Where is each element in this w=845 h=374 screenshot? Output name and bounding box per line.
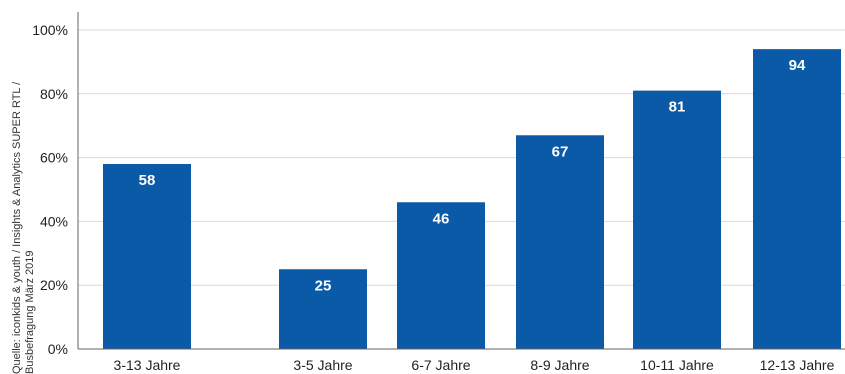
x-tick-label: 10-11 Jahre [640, 357, 714, 373]
bar-value-label: 25 [315, 277, 332, 294]
x-tick-label: 3-13 Jahre [114, 357, 181, 373]
source-line-1: Quelle: iconkids & youth / Insights & An… [11, 81, 23, 374]
bars: 58 25 46 67 81 94 [103, 49, 841, 350]
bar-value-label: 67 [552, 143, 569, 160]
x-tick-label: 3-5 Jahre [293, 357, 352, 373]
bar-value-label: 58 [139, 172, 156, 189]
y-tick-label: 0% [48, 341, 68, 357]
x-tick-label: 6-7 Jahre [411, 357, 470, 373]
source-line-2: Busbefragung März 2019 [24, 250, 36, 374]
x-tick-label: 12-13 Jahre [760, 357, 835, 373]
y-axis-tick-labels: 0% 20% 40% 60% 80% 100% [32, 22, 68, 357]
bar-value-label: 46 [433, 210, 450, 227]
bar [753, 49, 841, 349]
y-tick-label: 40% [40, 213, 68, 229]
y-tick-label: 20% [40, 277, 68, 293]
y-tick-label: 60% [40, 150, 68, 166]
bar [103, 163, 191, 349]
bar [397, 202, 485, 349]
y-tick-label: 100% [32, 22, 68, 38]
bar [279, 269, 367, 349]
bar-value-label: 94 [789, 57, 806, 74]
source-note: Quelle: iconkids & youth / Insights & An… [11, 79, 36, 374]
x-axis-tick-labels: 3-13 Jahre 3-5 Jahre 6-7 Jahre 8-9 Jahre 10-… [114, 357, 835, 373]
x-tick-label: 8-9 Jahre [530, 357, 589, 373]
bar-value-label: 81 [669, 99, 686, 116]
bar [516, 135, 604, 349]
bar [633, 90, 721, 350]
y-tick-label: 80% [40, 86, 68, 102]
svg-text:Quelle: iconkids & youth / Ins: Quelle: iconkids & youth / Insights & An… [11, 79, 36, 374]
